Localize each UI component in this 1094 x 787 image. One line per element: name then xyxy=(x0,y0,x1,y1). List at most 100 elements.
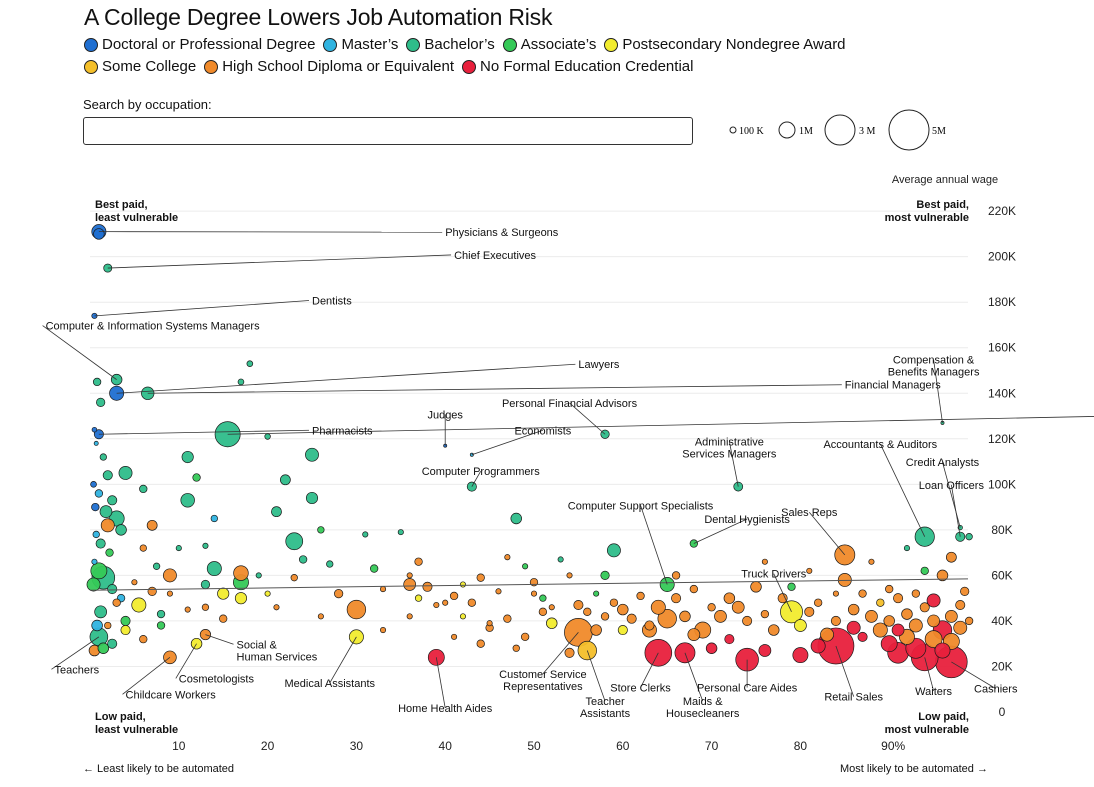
legend-item-some-college[interactable]: Some College xyxy=(84,58,196,75)
search-input[interactable] xyxy=(83,117,693,145)
data-point-high_school xyxy=(503,614,512,623)
data-point-high_school xyxy=(290,574,298,582)
data-point-high_school xyxy=(714,610,727,623)
annotation-leader xyxy=(835,645,855,697)
data-point-no_formal xyxy=(857,631,868,642)
legend-swatch-doctoral xyxy=(84,37,98,52)
data-point-associates xyxy=(370,564,379,573)
data-point-high_school xyxy=(380,586,387,593)
legend-label: Postsecondary Nondegree Award xyxy=(622,36,846,53)
data-point-high_school xyxy=(617,603,629,616)
annotation-label: Representatives xyxy=(503,681,583,693)
annotation-label: Lawyers xyxy=(578,359,619,371)
data-point-bachelors xyxy=(362,531,369,538)
corner-label-top-right: most vulnerable xyxy=(885,212,969,224)
annotation-label: Personal Financial Advisors xyxy=(502,398,638,410)
data-point-no_formal xyxy=(644,639,673,667)
data-point-high_school xyxy=(564,647,575,658)
data-point-bachelors xyxy=(152,562,161,570)
legend-row-2: Some College High School Diploma or Equi… xyxy=(84,58,924,75)
data-point-high_school xyxy=(530,590,538,597)
annotation-leader xyxy=(227,416,1094,435)
annotation-label: Credit Analysts xyxy=(906,457,980,469)
data-point-high_school xyxy=(520,632,530,642)
data-point-high_school xyxy=(112,598,121,607)
data-point-associates xyxy=(97,642,110,654)
legend-item-no-formal[interactable]: No Formal Education Credential xyxy=(462,58,693,75)
size-legend-circle-1m xyxy=(778,121,796,139)
annotation-label: Childcare Workers xyxy=(126,689,217,701)
annotation-leader xyxy=(435,657,446,709)
data-point-bachelors xyxy=(180,493,195,508)
legend-swatch-high-school xyxy=(204,59,219,74)
legend-item-bachelors[interactable]: Bachelor’s xyxy=(406,36,495,53)
data-point-high_school xyxy=(644,620,655,631)
annotation-label: Teachers xyxy=(54,664,99,676)
annotation-label: Housecleaners xyxy=(666,708,740,720)
data-point-bachelors xyxy=(246,360,254,367)
data-point-high_school xyxy=(495,588,502,595)
data-point-bachelors xyxy=(264,433,271,440)
data-point-high_school xyxy=(636,591,645,601)
annotation-label: Waiters xyxy=(915,686,952,698)
data-point-no_formal xyxy=(891,623,905,637)
data-point-high_school xyxy=(679,610,691,623)
trend-line xyxy=(89,578,969,591)
data-point-high_school xyxy=(476,573,485,582)
annotation-leader xyxy=(147,384,842,394)
data-point-bachelors xyxy=(107,584,118,595)
size-legend: 100 K 1M 3 M 5M xyxy=(729,109,946,151)
y-tick-label: 100K xyxy=(988,477,1016,491)
search-label: Search by occupation: xyxy=(83,97,212,112)
legend-item-doctoral[interactable]: Doctoral or Professional Degree xyxy=(84,36,315,53)
annotation-leader xyxy=(98,429,310,435)
data-point-high_school xyxy=(671,593,682,604)
data-point-high_school xyxy=(908,618,923,633)
annotation-leader xyxy=(950,484,961,537)
data-point-high_school xyxy=(512,644,520,652)
y-tick-label: 60K xyxy=(991,568,1012,582)
annotation-label: Computer Support Specialists xyxy=(568,500,714,512)
data-point-doctoral xyxy=(90,481,97,488)
annotation-label: Human Services xyxy=(237,651,318,663)
annotation-label: Teacher xyxy=(585,696,624,708)
legend-item-masters[interactable]: Master’s xyxy=(323,36,398,53)
data-point-high_school xyxy=(334,589,344,599)
data-point-bachelors xyxy=(271,506,282,518)
y-tick-label: 140K xyxy=(988,386,1016,400)
legend-item-postsecondary[interactable]: Postsecondary Nondegree Award xyxy=(604,36,846,53)
legend-item-high-school[interactable]: High School Diploma or Equivalent xyxy=(204,58,454,75)
annotation-label: Retail Sales xyxy=(824,692,883,704)
annotation-leader xyxy=(728,441,739,487)
data-point-high_school xyxy=(927,614,940,628)
annotation-label: Loan Officers xyxy=(919,480,985,492)
annotation-label: Computer & Information Systems Managers xyxy=(46,321,260,333)
page-title: A College Degree Lowers Job Automation R… xyxy=(84,4,553,30)
data-point-bachelors xyxy=(298,555,308,564)
annotation-label: Social & xyxy=(237,639,278,651)
annotation-label: Administrative xyxy=(695,437,764,449)
data-point-high_school xyxy=(166,590,173,597)
annotation-label: Cashiers xyxy=(974,684,1018,696)
annotation-leader xyxy=(684,652,704,702)
data-point-high_school xyxy=(893,593,904,604)
annotation-label: Medical Assistants xyxy=(285,678,376,690)
size-legend-label-1m: 1M xyxy=(799,126,813,137)
y-tick-label: 0 xyxy=(999,705,1006,719)
data-point-high_school xyxy=(814,598,823,607)
data-point-bachelors xyxy=(92,377,102,387)
corner-label-top-left: Best paid, xyxy=(95,199,148,211)
annotation-label: Judges xyxy=(427,409,463,421)
corner-label-bottom-right: most vulnerable xyxy=(885,724,969,736)
size-legend-label-3m: 3 M xyxy=(859,126,876,137)
data-point-high_school xyxy=(147,586,157,596)
data-point-high_school xyxy=(609,598,619,607)
data-point-high_school xyxy=(723,592,736,604)
data-point-masters xyxy=(210,514,218,523)
legend-item-associates[interactable]: Associate’s xyxy=(502,36,596,53)
data-point-bachelors xyxy=(326,560,334,568)
data-point-high_school xyxy=(687,628,701,641)
data-point-doctoral xyxy=(91,502,100,512)
annotation-label: Services Managers xyxy=(682,449,777,461)
data-point-masters xyxy=(92,530,100,539)
